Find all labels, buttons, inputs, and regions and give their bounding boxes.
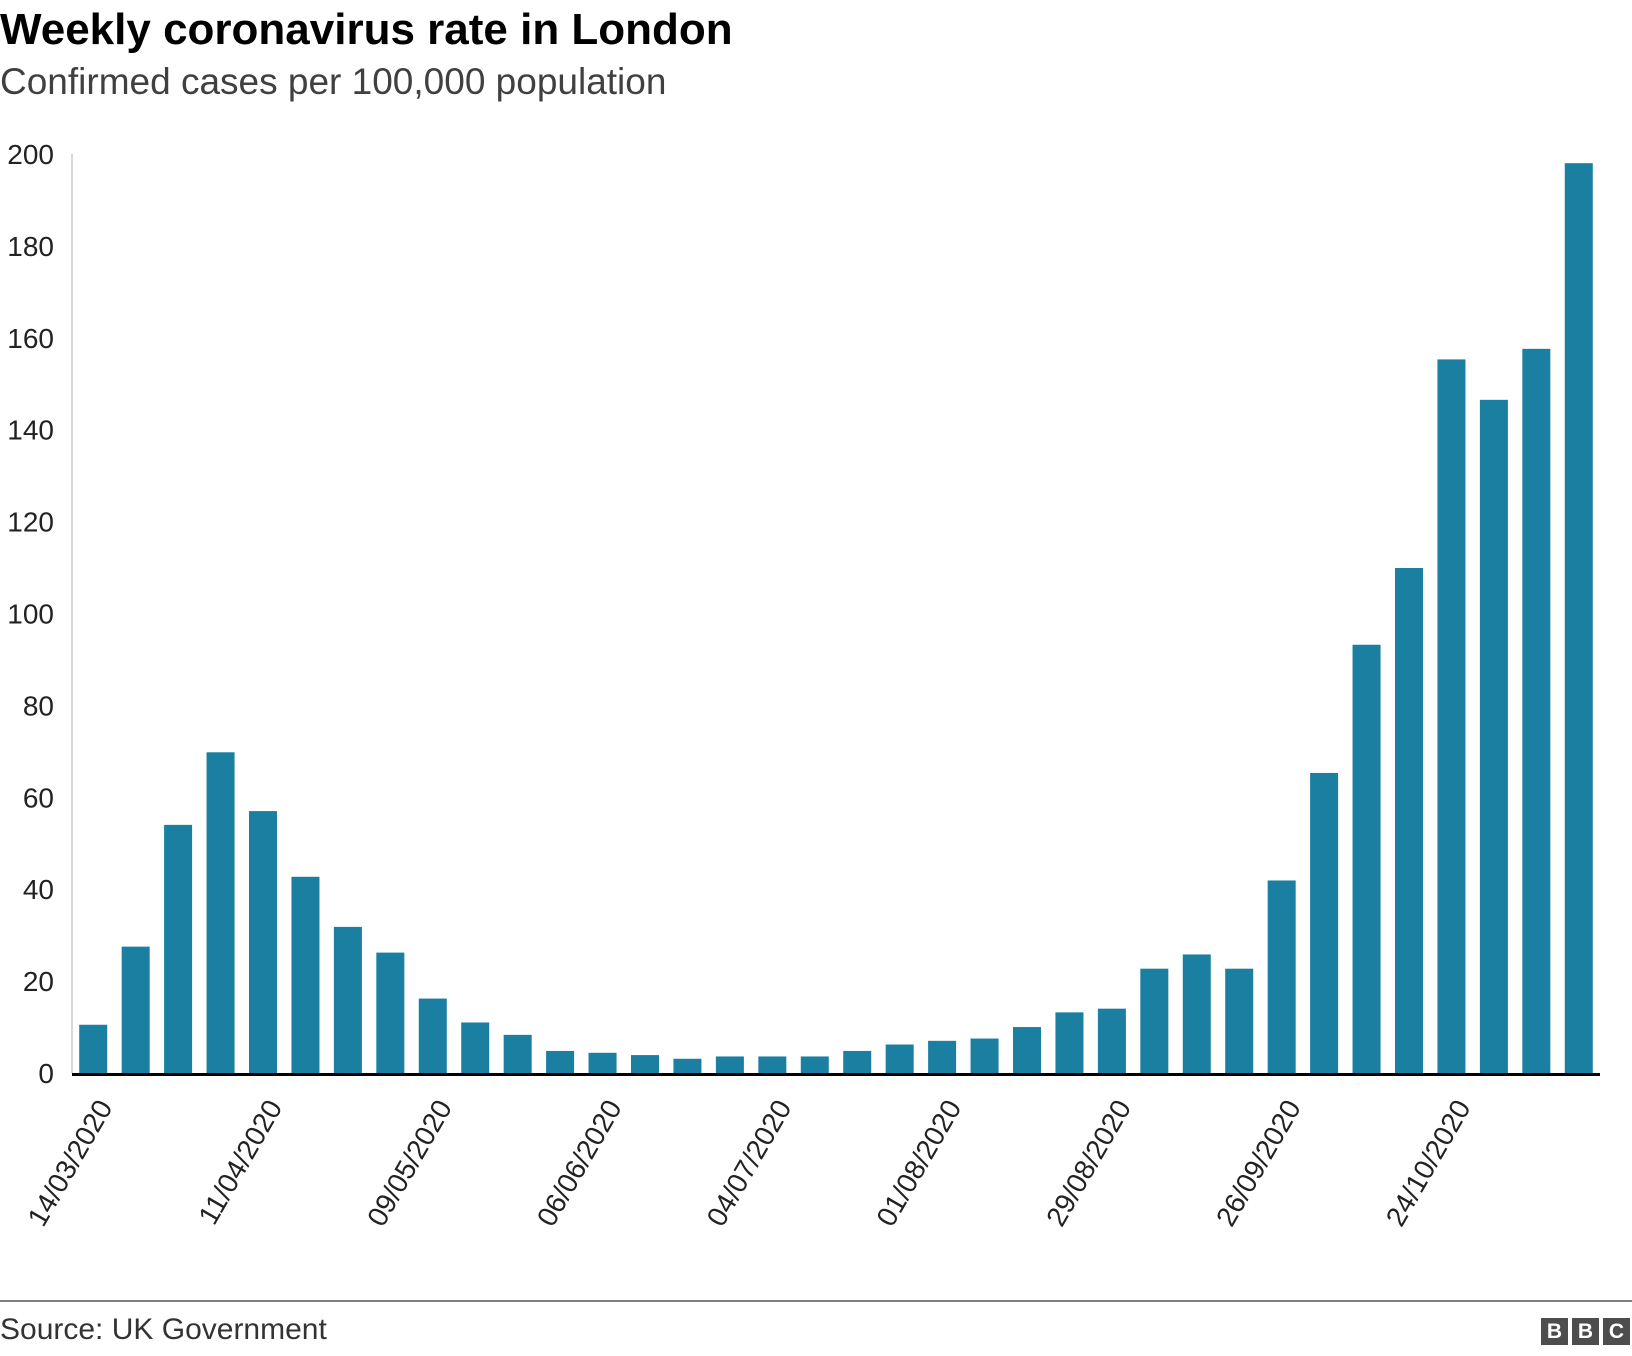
y-tick-label: 40 bbox=[23, 874, 54, 905]
bbc-logo: B B C bbox=[1541, 1318, 1630, 1345]
bar bbox=[758, 1056, 787, 1073]
bar-series bbox=[79, 163, 1593, 1074]
x-tick-label: 29/08/2020 bbox=[1040, 1095, 1137, 1232]
x-tick-label: 01/08/2020 bbox=[870, 1095, 967, 1232]
bar bbox=[418, 998, 447, 1073]
y-axis-tick-labels: 0 20 40 60 80 100 120 140 160 180 200 bbox=[7, 139, 54, 1089]
footer-divider bbox=[0, 1300, 1632, 1302]
y-tick-label: 140 bbox=[7, 415, 54, 446]
y-tick-label: 120 bbox=[7, 507, 54, 538]
chart-title: Weekly coronavirus rate in London bbox=[0, 5, 733, 54]
x-tick-label: 14/03/2020 bbox=[22, 1095, 119, 1232]
bar bbox=[673, 1058, 702, 1073]
bar bbox=[1225, 968, 1254, 1073]
y-tick-label: 180 bbox=[7, 231, 54, 262]
bar bbox=[885, 1044, 914, 1073]
logo-letter-b2: B bbox=[1572, 1318, 1599, 1345]
x-tick-label: 11/04/2020 bbox=[192, 1095, 288, 1230]
bar bbox=[715, 1056, 744, 1073]
bar bbox=[79, 1024, 108, 1073]
logo-letter-c: C bbox=[1603, 1318, 1630, 1345]
y-tick-label: 0 bbox=[38, 1058, 54, 1089]
bar bbox=[1267, 880, 1296, 1073]
bar bbox=[121, 946, 150, 1073]
bar bbox=[1012, 1027, 1041, 1073]
source-note: Source: UK Government bbox=[0, 1313, 327, 1346]
bar-chart: 0 20 40 60 80 100 120 140 160 180 200 14/03/2020 11… bbox=[7, 139, 1600, 1232]
bar bbox=[1522, 348, 1551, 1073]
bar bbox=[164, 824, 193, 1073]
y-tick-label: 200 bbox=[7, 139, 54, 170]
x-axis-tick-labels: 14/03/2020 11/04/2020 09/05/2020 06/06/2020… bbox=[22, 1095, 1477, 1232]
bar bbox=[1479, 399, 1508, 1074]
bar bbox=[630, 1055, 659, 1073]
bar bbox=[1394, 568, 1423, 1073]
bar bbox=[248, 811, 277, 1073]
bar bbox=[503, 1034, 532, 1073]
bar bbox=[333, 926, 362, 1073]
y-tick-label: 100 bbox=[7, 599, 54, 630]
bar bbox=[461, 1022, 490, 1073]
bar bbox=[1055, 1012, 1084, 1073]
bar bbox=[1564, 163, 1593, 1073]
x-tick-label: 24/10/2020 bbox=[1380, 1095, 1477, 1232]
y-tick-label: 60 bbox=[23, 782, 54, 813]
bar bbox=[291, 876, 320, 1073]
x-tick-label: 04/07/2020 bbox=[701, 1095, 798, 1232]
bar bbox=[1097, 1008, 1126, 1073]
bar bbox=[1352, 644, 1381, 1073]
bar bbox=[1182, 954, 1211, 1073]
x-tick-label: 09/05/2020 bbox=[361, 1095, 458, 1232]
bar bbox=[928, 1040, 957, 1073]
y-tick-label: 160 bbox=[7, 323, 54, 354]
bar bbox=[206, 752, 235, 1073]
chart-subtitle: Confirmed cases per 100,000 population bbox=[0, 61, 667, 102]
y-tick-label: 20 bbox=[23, 966, 54, 997]
x-tick-label: 06/06/2020 bbox=[531, 1095, 628, 1232]
bar bbox=[546, 1050, 575, 1073]
bar bbox=[843, 1050, 872, 1073]
bar bbox=[1437, 359, 1466, 1073]
logo-letter-b1: B bbox=[1541, 1318, 1568, 1345]
x-tick-label: 26/09/2020 bbox=[1210, 1095, 1307, 1232]
y-tick-label: 80 bbox=[23, 690, 54, 721]
bar bbox=[970, 1038, 999, 1073]
bar bbox=[1140, 968, 1169, 1073]
bar bbox=[1310, 772, 1339, 1073]
bar bbox=[800, 1056, 829, 1073]
bar bbox=[376, 952, 405, 1073]
bar bbox=[588, 1052, 617, 1073]
